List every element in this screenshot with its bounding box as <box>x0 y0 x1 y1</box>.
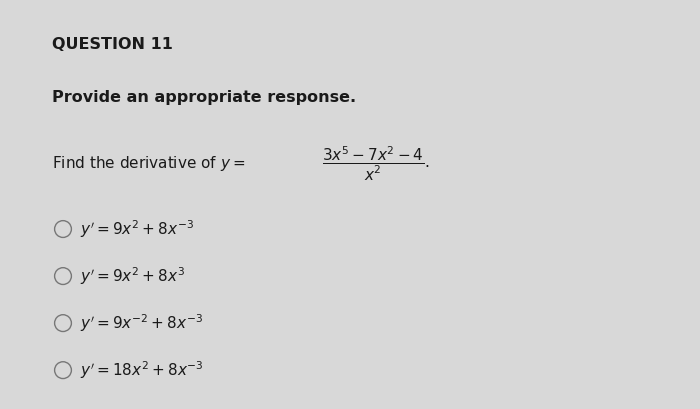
Text: Provide an appropriate response.: Provide an appropriate response. <box>52 90 356 105</box>
Text: Find the derivative of $y=$: Find the derivative of $y=$ <box>52 154 246 173</box>
Text: $\dfrac{3x^5 - 7x^2 - 4}{x^2}$.: $\dfrac{3x^5 - 7x^2 - 4}{x^2}$. <box>322 144 430 183</box>
Text: $y' = 9x^2 + 8x^{-3}$: $y' = 9x^2 + 8x^{-3}$ <box>80 218 195 240</box>
Text: $y' = 9x^2 + 8x^3$: $y' = 9x^2 + 8x^3$ <box>80 265 186 287</box>
Text: QUESTION 11: QUESTION 11 <box>52 37 174 52</box>
Text: $y' = 9x^{-2} + 8x^{-3}$: $y' = 9x^{-2} + 8x^{-3}$ <box>80 312 204 334</box>
Text: $y' = 18x^2 + 8x^{-3}$: $y' = 18x^2 + 8x^{-3}$ <box>80 359 204 381</box>
